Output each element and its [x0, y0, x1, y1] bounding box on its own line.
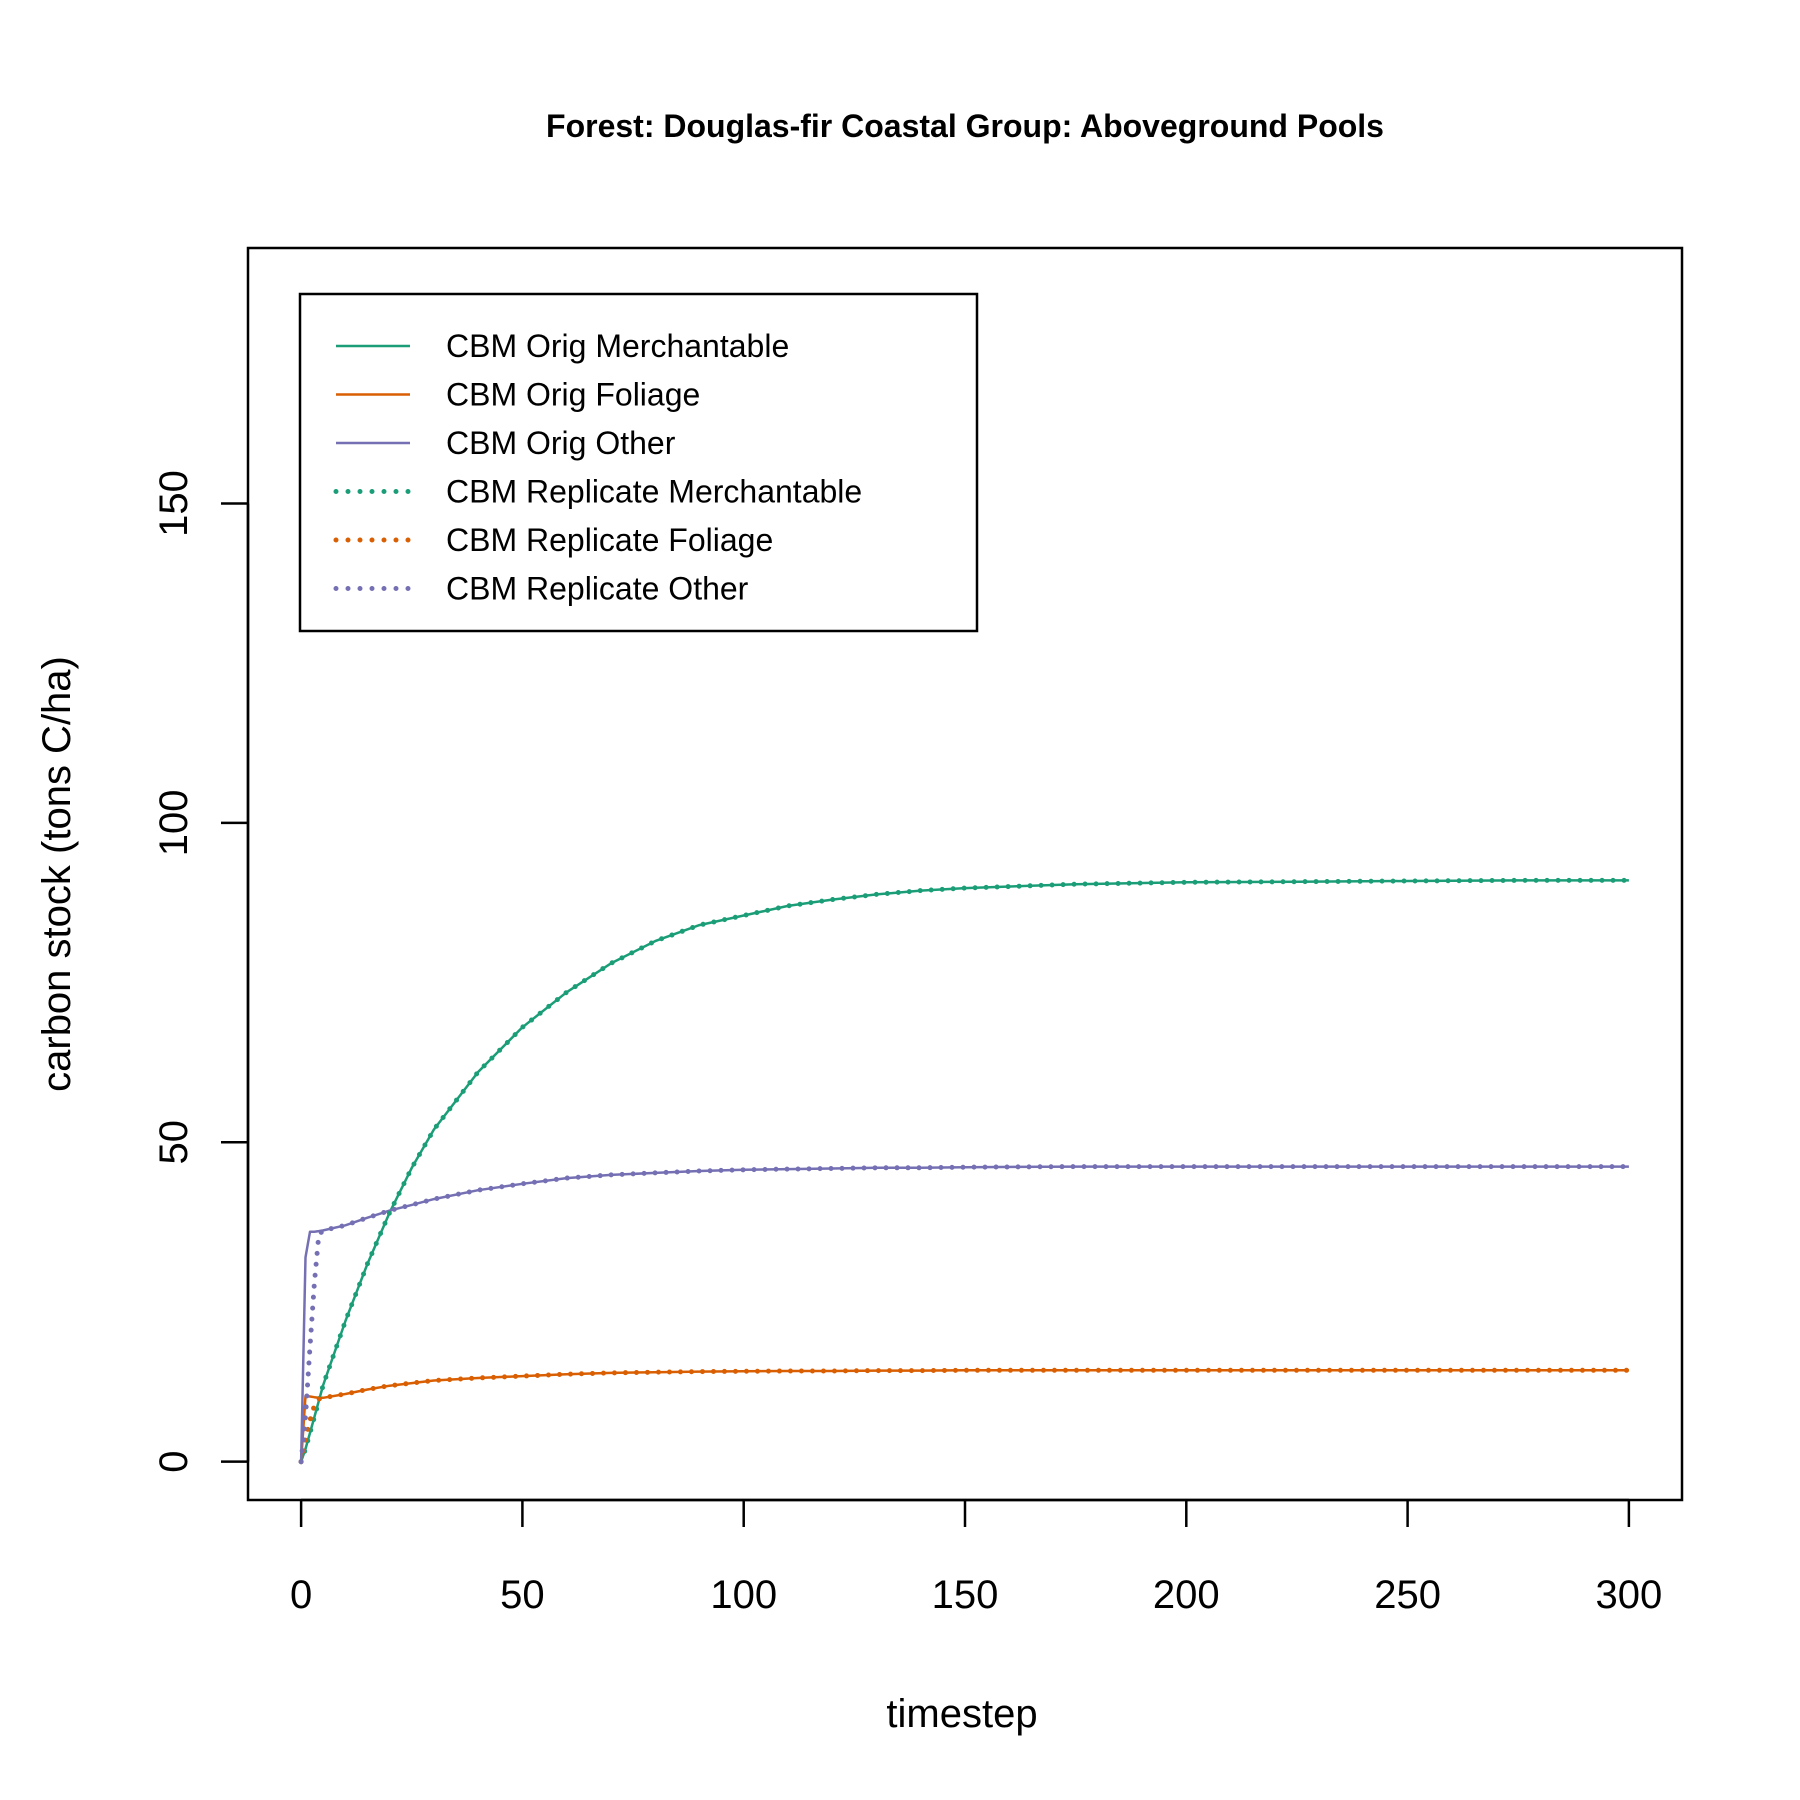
x-axis: 0 50 100 150 200 250 300	[290, 1498, 1663, 1617]
legend-label: CBM Replicate Foliage	[446, 522, 773, 558]
series-line-5	[298, 1367, 1632, 1465]
y-axis-label: carbon stock (tons C/ha)	[35, 656, 79, 1092]
legend-label: CBM Replicate Other	[446, 571, 749, 607]
y-tick-label: 150	[152, 470, 196, 537]
x-tick-label: 300	[1596, 1573, 1663, 1617]
x-axis-label: timestep	[886, 1692, 1037, 1736]
y-tick-label: 100	[152, 790, 196, 857]
x-tick-label: 0	[290, 1573, 312, 1617]
series-layer	[298, 877, 1632, 1465]
y-tick-label: 0	[152, 1451, 196, 1473]
series-line-1	[299, 879, 1629, 1463]
x-tick-label: 200	[1153, 1573, 1220, 1617]
x-tick-label: 250	[1374, 1573, 1441, 1617]
series-line-4	[298, 877, 1632, 1465]
legend-label: CBM Replicate Merchantable	[446, 474, 862, 510]
legend-box	[298, 292, 979, 633]
series-line-2	[299, 1369, 1629, 1462]
legend-label: CBM Orig Other	[446, 425, 676, 461]
x-tick-label: 50	[500, 1573, 545, 1617]
series-line-6	[298, 1164, 1632, 1465]
legend-label: CBM Orig Foliage	[446, 377, 700, 413]
legend-label: CBM Orig Merchantable	[446, 328, 789, 364]
y-axis: 0 50 100 150	[152, 470, 250, 1473]
x-tick-label: 150	[932, 1573, 999, 1617]
x-tick-label: 100	[710, 1573, 777, 1617]
series-line-3	[299, 1165, 1629, 1462]
legend: CBM Orig Merchantable CBM Orig Foliage CBM…	[298, 292, 979, 633]
chart-title: Forest: Douglas-fir Coastal Group: Above…	[546, 108, 1384, 144]
y-tick-label: 50	[152, 1120, 196, 1165]
